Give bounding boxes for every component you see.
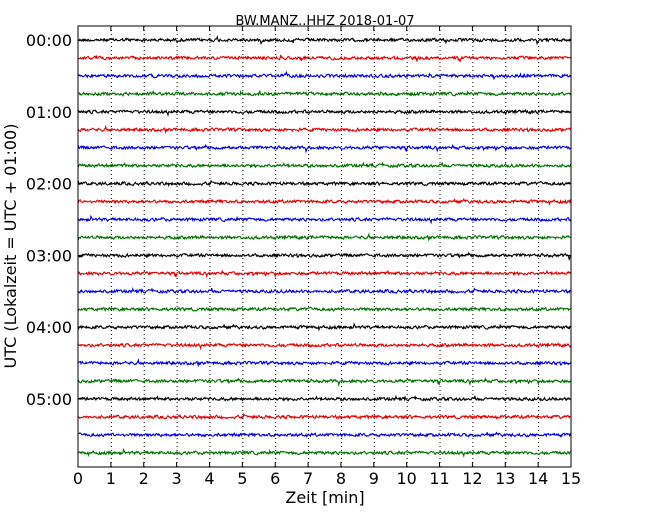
x-tick-label: 1 (106, 469, 116, 488)
trace-line (78, 447, 572, 459)
x-tick-label: 14 (528, 469, 548, 488)
trace-line (77, 34, 572, 46)
trace-line (77, 108, 572, 117)
trace-line (77, 214, 572, 225)
plot-frame (77, 25, 572, 468)
x-tick-label: 2 (139, 469, 149, 488)
x-axis-label: Zeit [min] (285, 488, 364, 507)
y-tick-label: 01:00 (26, 103, 72, 122)
x-tick-label: 7 (303, 469, 313, 488)
x-axis-ticks: 0 1 2 3 4 5 6 7 8 9 10 11 12 13 14 15 (73, 26, 581, 488)
y-axis-ticks: 00:00 01:00 02:00 03:00 04:00 05:00 (26, 31, 571, 409)
trace-line (77, 306, 572, 312)
y-tick-label: 02:00 (26, 175, 72, 194)
trace-line (77, 342, 572, 351)
y-tick-label: 05:00 (26, 390, 72, 409)
trace-line (77, 232, 572, 242)
trace-line (77, 124, 572, 135)
y-tick-label: 04:00 (26, 318, 72, 337)
x-tick-label: 15 (561, 469, 581, 488)
chart-title: BW.MANZ..HHZ 2018-01-07 (235, 14, 414, 29)
trace-line (77, 322, 572, 332)
x-tick-label: 13 (495, 469, 515, 488)
trace-line (77, 394, 572, 402)
seismic-traces (77, 34, 572, 459)
trace-line (77, 357, 572, 368)
trace-line (77, 89, 572, 97)
x-tick-label: 5 (237, 469, 247, 488)
trace-line (77, 70, 572, 81)
x-tick-label: 6 (270, 469, 280, 488)
x-tick-label: 9 (369, 469, 379, 488)
x-tick-label: 12 (462, 469, 482, 488)
trace-line (77, 286, 572, 295)
x-tick-label: 10 (396, 469, 416, 488)
trace-line (77, 412, 572, 421)
trace-line (77, 54, 572, 62)
x-tick-label: 8 (336, 469, 346, 488)
trace-line (77, 143, 572, 154)
x-tick-label: 11 (429, 469, 449, 488)
y-tick-label: 03:00 (26, 246, 72, 265)
y-axis-label: UTC (Lokalzeit = UTC + 01:00) (1, 124, 20, 369)
x-tick-label: 0 (73, 469, 83, 488)
x-tick-label: 4 (204, 469, 214, 488)
trace-line (77, 198, 572, 206)
trace-line (77, 431, 572, 438)
trace-line (77, 179, 572, 188)
grid-lines (110, 26, 540, 467)
trace-line (77, 269, 572, 279)
y-tick-label: 00:00 (26, 31, 72, 50)
x-tick-label: 3 (172, 469, 182, 488)
trace-line (77, 161, 572, 169)
trace-line (77, 377, 572, 387)
trace-line (77, 251, 572, 262)
